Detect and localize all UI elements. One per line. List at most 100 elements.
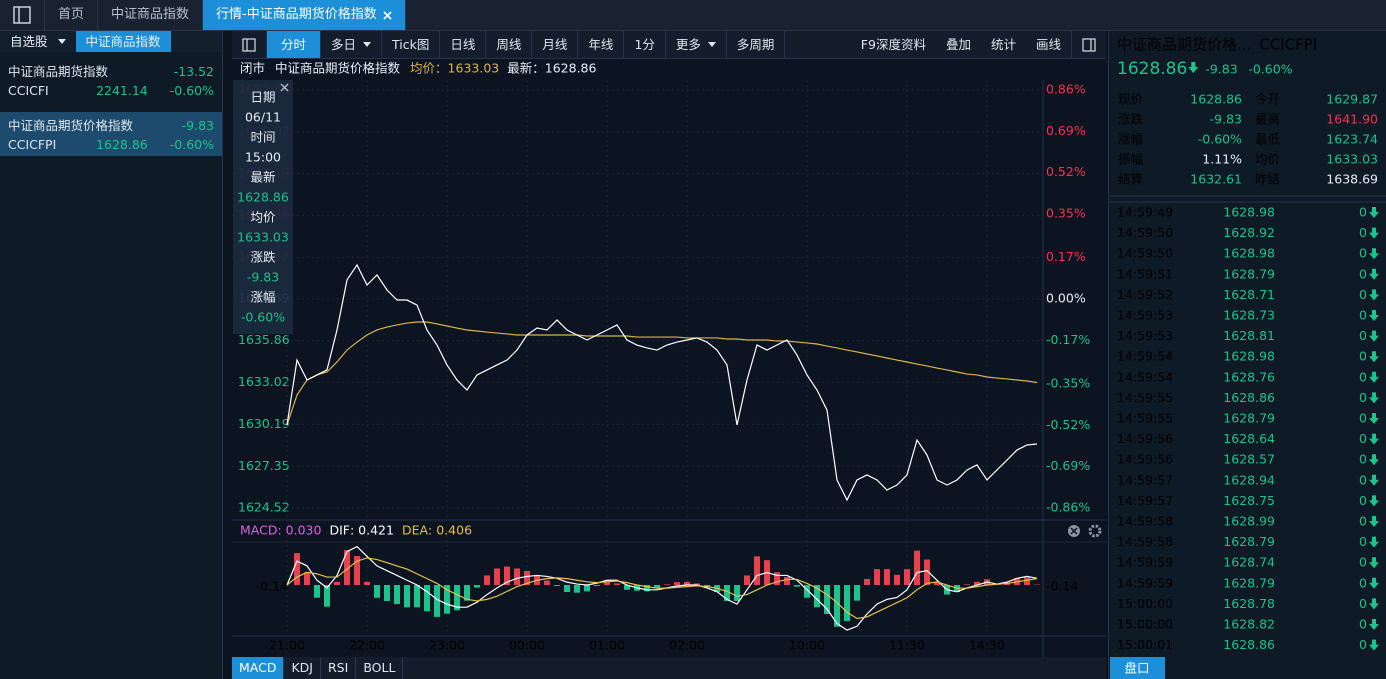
indicator-line	[286, 545, 1038, 631]
indicator-tab[interactable]: MACD	[232, 657, 285, 679]
watch-row: CCICFPI 1628.86 -0.60%	[8, 135, 214, 154]
y-tick-label: 1630.19	[238, 416, 290, 431]
macd-bar	[984, 579, 990, 586]
toolbar-label: 1分	[634, 37, 655, 52]
y-tick-label: 1633.02	[238, 374, 290, 389]
watch-name: 中证商品期货价格指数	[8, 118, 134, 133]
tooltip-label: 涨跌	[250, 250, 276, 265]
legend-value: ：1628.86	[532, 61, 596, 76]
toolbar-button[interactable]: Tick图	[382, 31, 441, 58]
toolbar-button[interactable]: 多日	[321, 31, 383, 58]
macd-bar	[444, 585, 450, 614]
macd-bar	[764, 560, 770, 586]
panel-toggle[interactable]	[1071, 31, 1106, 58]
macd-bar	[814, 585, 820, 608]
macd-bar	[944, 585, 950, 595]
watch-row: 中证商品期货指数 -13.52	[8, 62, 214, 81]
toolbar-button[interactable]: 更多	[666, 31, 727, 58]
y2-tick-label: -0.35%	[1046, 376, 1090, 391]
macd-bar	[594, 585, 600, 586]
y2-tick-label: -0.52%	[1046, 417, 1090, 432]
toolbar-button[interactable]: 画线	[1035, 37, 1061, 52]
macd-bar	[794, 585, 800, 587]
watch-item[interactable]: 中证商品期货指数 -13.52 CCICFI 2241.14 -0.60%	[0, 58, 222, 102]
toolbar-spacer	[785, 31, 850, 58]
toolbar-label: 多周期	[736, 37, 775, 52]
dropdown-caret	[363, 42, 372, 47]
dropdown-caret	[57, 39, 66, 44]
toolbar-button[interactable]: 周线	[486, 31, 533, 58]
watch-item[interactable]: 中证商品期货价格指数 -9.83 CCICFPI 1628.86 -0.60%	[0, 112, 222, 156]
y2-tick-label: 0.52%	[1046, 164, 1086, 179]
macd-bar	[474, 585, 480, 588]
panel-toggle[interactable]	[232, 31, 267, 58]
macd-bar	[384, 585, 390, 601]
macd-bar	[714, 585, 720, 593]
toolbar-label: 日线	[450, 37, 476, 52]
price-line	[286, 263, 1038, 502]
legend-value: : 0.030	[277, 523, 321, 538]
watch-row: 中证商品期货价格指数 -9.83	[8, 116, 214, 135]
macd-bar	[724, 585, 730, 601]
y-tick-label: 1635.86	[238, 332, 290, 347]
macd-bar	[524, 570, 530, 586]
macd-bar	[684, 581, 690, 586]
y-tick-label: 1641.52	[238, 249, 290, 264]
watch-tab-label: 中证商品指数	[85, 34, 161, 49]
watch-tab[interactable]: 中证商品指数	[75, 31, 171, 52]
y2-tick-label: -0.86%	[1046, 500, 1090, 515]
watchlist-header: 自选股 中证商品指数	[0, 31, 222, 52]
x-tick-label: 21:00	[269, 638, 305, 653]
legend-name: DIF	[329, 523, 350, 538]
toolbar-label: 周线	[496, 37, 522, 52]
toolbar-button[interactable]: 统计	[990, 37, 1016, 52]
toolbar-button[interactable]: 月线	[532, 31, 579, 58]
tooltip-value: 1628.86	[237, 190, 289, 205]
toggle-icon	[242, 37, 256, 52]
x-tick-label: 11:30	[889, 638, 925, 653]
macd-bar	[414, 585, 420, 608]
legend-name: DEA	[402, 523, 429, 538]
toolbar-label: Tick图	[392, 37, 430, 52]
macd-bar	[324, 585, 330, 607]
toolbar-button[interactable]: 多周期	[727, 31, 786, 58]
macd-bar	[894, 574, 900, 586]
indicator-tab[interactable]: RSI	[321, 657, 357, 679]
toolbar-button[interactable]: 日线	[440, 31, 487, 58]
close-glyph	[383, 10, 392, 20]
toolbar-button[interactable]: 分时	[267, 31, 322, 58]
macd-bar	[584, 585, 590, 592]
toolbar-button[interactable]: 1分	[624, 31, 666, 58]
y2-tick-label: 0.35%	[1046, 205, 1086, 220]
tooltip-label: 均价	[250, 210, 276, 225]
y-tick-label: 1638.69	[238, 291, 290, 306]
tab[interactable]: 首页	[45, 0, 99, 30]
toolbar-button[interactable]: 叠加	[945, 37, 971, 52]
macd-bar	[354, 556, 360, 586]
toolbar-button[interactable]: F9深度资料	[860, 37, 926, 52]
indicator-line	[286, 557, 1038, 620]
tab[interactable]: 中证商品指数	[98, 0, 204, 30]
macd-icons	[1068, 524, 1102, 538]
y-tick-label: 1652.86	[238, 82, 290, 97]
watch-tab[interactable]: 自选股	[0, 31, 76, 52]
macd-bar	[974, 581, 980, 586]
toolbar-button[interactable]: 年线	[578, 31, 625, 58]
macd-bar	[404, 585, 410, 608]
legend-value: : 0.406	[428, 523, 472, 538]
legend-name: 均价	[410, 61, 436, 76]
indicator-tab[interactable]: BOLL	[356, 657, 404, 679]
info-text: 闭市	[240, 61, 265, 76]
tab-close[interactable]	[383, 10, 392, 20]
sidebar-toggle[interactable]	[0, 0, 45, 30]
tooltip-value: 1633.03	[237, 230, 289, 245]
tab[interactable]: 行情-中证商品期货价格指数	[203, 0, 406, 30]
legend-value: ：1633.03	[435, 61, 499, 76]
watch-price: 1628.86	[96, 137, 148, 152]
x-tick-label: 14:30	[969, 638, 1005, 653]
x-tick-label: 10:00	[789, 638, 825, 653]
indicator-tab[interactable]: KDJ	[284, 657, 321, 679]
macd-bar	[934, 581, 940, 586]
macd-bar	[824, 585, 830, 615]
y-tick-label: 1644.36	[238, 207, 290, 222]
